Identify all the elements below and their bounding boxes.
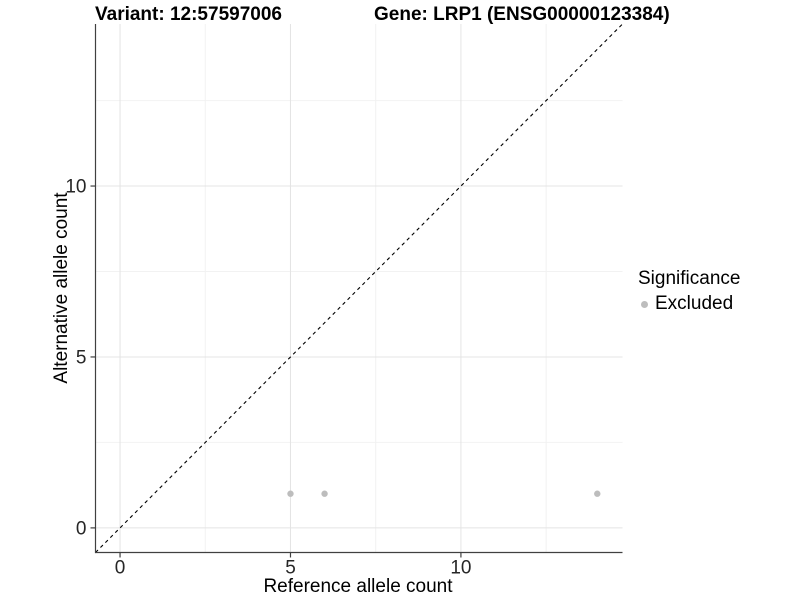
data-point [287, 490, 294, 497]
y-tick-label: 10 [65, 177, 86, 198]
data-point [594, 490, 601, 497]
data-point [321, 490, 328, 497]
legend-item-label: Excluded [655, 293, 734, 314]
x-tick-label: 0 [115, 558, 126, 579]
excluded-point-icon [641, 300, 648, 308]
legend: Significance Excluded [638, 268, 740, 315]
x-tick-label: 10 [450, 558, 471, 579]
y-tick-label: 5 [76, 347, 87, 368]
y-tick-label: 0 [76, 518, 87, 539]
variant-title: Variant: 12:57597006 [95, 4, 282, 25]
legend-item-excluded: Excluded [638, 293, 740, 315]
x-tick-label: 5 [285, 558, 296, 579]
x-axis-title: Reference allele count [263, 576, 453, 597]
legend-title: Significance [638, 268, 741, 289]
gene-title: Gene: LRP1 (ENSG00000123384) [374, 4, 670, 25]
identity-dashed-line [95, 23, 623, 553]
